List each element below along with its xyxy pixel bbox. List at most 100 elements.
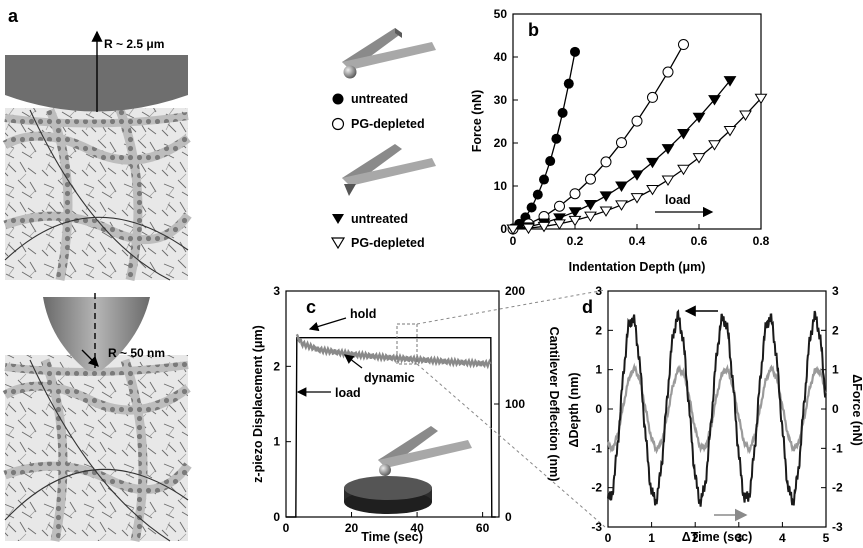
y-tick-label-right: -2	[832, 481, 843, 495]
plot-d-data	[606, 309, 827, 507]
panel-a: a R ~ 2.5 μm R ~ 50 nm	[2, 6, 192, 542]
x-tick-label: 4	[779, 531, 786, 545]
data-point	[677, 164, 690, 176]
data-point	[647, 91, 658, 103]
data-point	[723, 76, 737, 87]
data-point	[584, 199, 597, 211]
y-tick-label-left: 1	[273, 435, 280, 449]
y-tick-label-left: -3	[591, 520, 602, 534]
fit-curve-1	[512, 44, 685, 230]
fibril	[3, 461, 192, 495]
data-point	[754, 93, 768, 105]
plot-c-ylabel-right: Cantilever Deflection (nm)	[547, 327, 561, 482]
x-tick-label: 0.4	[629, 234, 646, 248]
data-point	[616, 137, 627, 149]
data-point	[568, 215, 582, 227]
plot-b-ylabel: Force (nN)	[470, 90, 484, 153]
data-point	[661, 144, 675, 155]
y-tick-label: 30	[494, 93, 508, 107]
x-tick-label: 60	[476, 521, 490, 535]
marker-filled-triangle	[332, 214, 344, 224]
data-point	[739, 110, 752, 122]
y-tick-label-left: 3	[595, 284, 602, 298]
y-tick-label: 10	[494, 179, 508, 193]
data-point	[600, 156, 612, 168]
dynamic-label: dynamic	[364, 371, 415, 385]
cross-link	[4, 109, 189, 281]
data-point	[661, 175, 675, 186]
y-tick-label: 50	[494, 7, 508, 21]
plot-c-xlabel: Time (sec)	[361, 530, 423, 544]
data-point	[553, 213, 566, 224]
x-tick-label: 0.8	[753, 234, 770, 248]
data-point	[553, 219, 566, 230]
data-point	[723, 126, 737, 137]
data-point	[646, 157, 659, 169]
fibril	[2, 381, 191, 415]
x-tick-label: 0	[510, 234, 517, 248]
data-point	[646, 184, 659, 196]
x-tick-label: 20	[345, 521, 359, 535]
data-point	[599, 191, 613, 202]
data-point	[584, 211, 597, 223]
data-point	[708, 95, 721, 106]
data-point	[692, 153, 706, 164]
panel-b-label: b	[528, 20, 539, 40]
load-label-b: load	[665, 193, 691, 207]
panel-d-label: d	[582, 297, 593, 317]
legend-sphere-untreated: untreated	[351, 92, 408, 106]
fibril	[3, 211, 192, 245]
fibril	[4, 112, 189, 128]
y-tick-label-right: -3	[832, 520, 843, 534]
plot-b-ticks: 0 0.2 0.4 0.6 0.8 0 10 20 30 40 50	[494, 7, 770, 248]
y-tick-label-left: 0	[273, 510, 280, 524]
y-tick-label-left: 0	[595, 402, 602, 416]
legend: untreated PG-depleted untreated PG-deple…	[330, 28, 436, 250]
data-point	[545, 156, 556, 167]
zoom-line-top	[416, 289, 606, 325]
data-point	[526, 202, 537, 213]
sphere-cantilever-icon	[342, 28, 436, 79]
y-tick-label-right: -1	[832, 441, 843, 455]
hold-trace	[286, 337, 496, 518]
y-tick-label-left: 3	[273, 284, 280, 298]
plot-c-ylabel-left: z-piezo Displacement (μm)	[251, 325, 265, 483]
x-tick-label: 0	[283, 521, 290, 535]
dynamic-trace	[295, 333, 492, 370]
x-tick-label: 2	[692, 531, 699, 545]
y-tick-label-right: 1	[832, 363, 839, 377]
y-tick-label-right: 2	[832, 323, 839, 337]
pyramidal-tip	[43, 297, 150, 371]
data-point	[554, 200, 565, 212]
data-point	[551, 133, 562, 144]
data-point	[615, 181, 628, 192]
y-tick-label-left: -1	[591, 441, 602, 455]
fibril	[115, 108, 143, 281]
radius-label-bottom: R ~ 50 nm	[108, 346, 165, 360]
data-point	[630, 193, 644, 204]
radius-label-top: R ~ 2.5 μm	[104, 37, 164, 51]
hold-label: hold	[350, 307, 376, 321]
data-point	[677, 129, 690, 140]
legend-sphere-pg: PG-depleted	[351, 117, 425, 131]
load-label-c: load	[335, 386, 361, 400]
cross-link	[4, 359, 189, 542]
panel-c-label: c	[306, 297, 316, 317]
plot-d-ylabel-left: ΔDepth (nm)	[567, 373, 581, 448]
data-point	[569, 188, 581, 200]
dynamic-arrow	[344, 354, 363, 369]
plot-d-xlabel: ΔTime (sec)	[682, 530, 753, 544]
data-point	[585, 173, 596, 185]
fibril	[4, 361, 189, 377]
depth-trace	[607, 309, 827, 507]
y-tick-label-left: 2	[273, 359, 280, 373]
y-tick-label-right: 3	[832, 284, 839, 298]
marker-open-circle	[331, 117, 345, 131]
pyramid-cantilever-icon	[342, 144, 436, 196]
y-tick-label: 20	[494, 136, 508, 150]
y-tick-label: 0	[500, 222, 507, 236]
